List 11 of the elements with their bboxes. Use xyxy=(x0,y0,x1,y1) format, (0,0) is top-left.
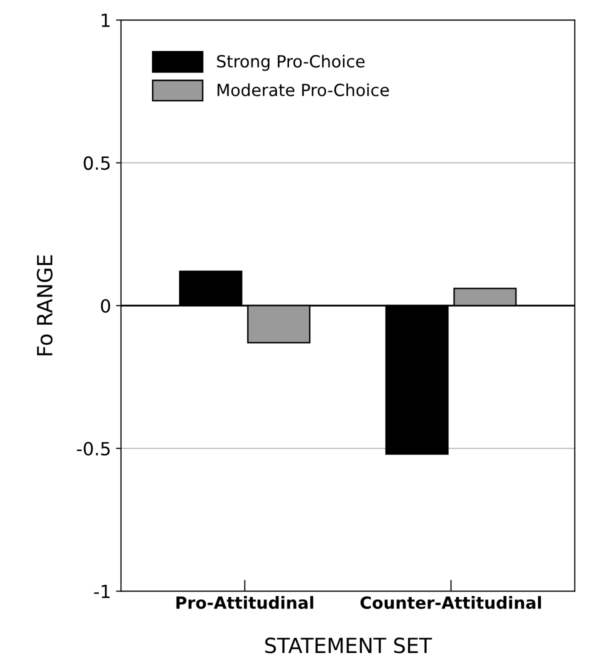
x-tick-label: Pro-Attitudinal xyxy=(176,596,314,609)
y-axis-title: Fo RANGE xyxy=(36,255,53,356)
y-tick-label: 1 xyxy=(102,14,110,27)
y-tick-label: -0.5 xyxy=(76,442,110,456)
y-tick-label: 0 xyxy=(100,299,110,313)
legend-label: Moderate Pro-Choice xyxy=(218,83,389,96)
y-tick-label: -1 xyxy=(94,584,110,598)
x-axis-title: STATEMENT SET xyxy=(265,638,432,654)
x-tick-label: Counter-Attitudinal xyxy=(360,596,541,609)
y-tick-label: 0.5 xyxy=(84,156,110,170)
legend-label: Strong Pro-Choice xyxy=(217,54,365,71)
